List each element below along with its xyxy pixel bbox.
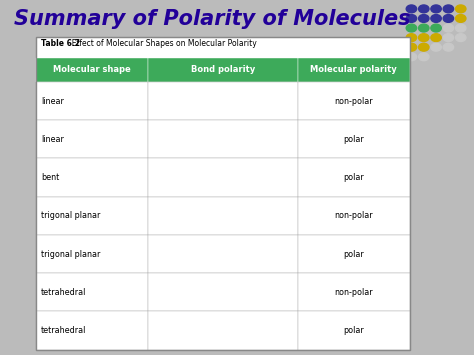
- Text: trigonal planar: trigonal planar: [41, 211, 100, 220]
- Text: X: X: [196, 339, 202, 348]
- Text: tetrahedral: tetrahedral: [41, 288, 87, 297]
- Text: X: X: [264, 179, 270, 189]
- Text: Y: Y: [261, 335, 266, 344]
- Text: Y: Y: [275, 256, 281, 265]
- Text: X: X: [164, 330, 170, 339]
- Text: tetrahedral: tetrahedral: [41, 326, 87, 335]
- Text: X: X: [196, 301, 202, 310]
- Text: X: X: [164, 291, 170, 300]
- Text: Summary of Polarity of Molecules: Summary of Polarity of Molecules: [14, 9, 410, 29]
- Text: X: X: [164, 218, 171, 226]
- Text: A: A: [219, 241, 226, 251]
- Text: Bond polarity: Bond polarity: [191, 65, 255, 75]
- Text: X: X: [225, 193, 231, 202]
- Text: A: A: [219, 284, 226, 294]
- Text: X: X: [235, 231, 240, 241]
- Text: Molecular polarity: Molecular polarity: [310, 65, 397, 75]
- Text: X: X: [261, 297, 267, 306]
- Text: A: A: [219, 323, 226, 333]
- Text: X: X: [175, 179, 182, 189]
- Text: X: X: [156, 134, 163, 144]
- Text: polar: polar: [344, 135, 364, 144]
- Text: A: A: [219, 96, 226, 106]
- Text: non-polar: non-polar: [335, 97, 373, 106]
- Text: X: X: [283, 96, 290, 106]
- Text: non-polar: non-polar: [335, 211, 373, 220]
- Text: linear: linear: [41, 97, 64, 106]
- Text: bent: bent: [41, 173, 60, 182]
- Text: A: A: [219, 134, 226, 144]
- Text: trigonal planar: trigonal planar: [41, 250, 100, 258]
- Text: A: A: [219, 162, 226, 172]
- Text: Table 6.2: Table 6.2: [41, 39, 80, 48]
- Text: Molecular shape: Molecular shape: [53, 65, 131, 75]
- Text: X: X: [156, 96, 163, 106]
- Text: polar: polar: [344, 250, 364, 258]
- Text: X: X: [228, 312, 235, 321]
- Text: Effect of Molecular Shapes on Molecular Polarity: Effect of Molecular Shapes on Molecular …: [67, 39, 257, 48]
- Text: linear: linear: [41, 135, 64, 144]
- Text: non-polar: non-polar: [335, 288, 373, 297]
- Text: X: X: [164, 256, 171, 265]
- Text: polar: polar: [344, 326, 364, 335]
- Text: A: A: [219, 203, 226, 213]
- Text: Y: Y: [283, 134, 289, 144]
- Text: polar: polar: [344, 173, 364, 182]
- Text: X: X: [228, 274, 235, 283]
- Text: X: X: [275, 218, 281, 226]
